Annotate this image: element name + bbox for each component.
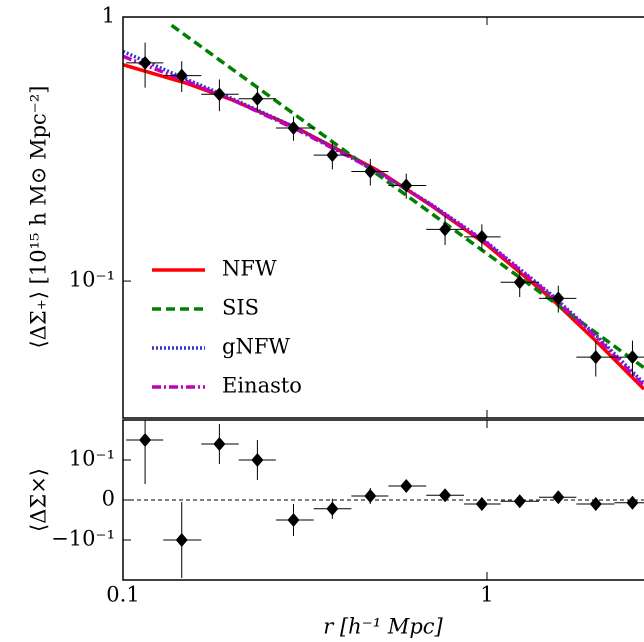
data-point [213,87,226,102]
data-point [400,178,413,193]
data-point [213,437,226,451]
data-point [251,453,264,467]
x-axis-label: r [h⁻¹ Mpc] [323,615,443,639]
top-frame [122,16,644,419]
model-line [123,49,644,385]
y-tick-label: 10⁻¹ [69,447,115,471]
x-tick-label: 0.1 [106,583,139,607]
top-plot-area [123,23,644,391]
x-tick-label: 1 [480,583,493,607]
data-point [439,222,452,237]
legend-label: SIS [222,296,259,320]
data-point [139,433,152,447]
data-point [589,350,602,365]
data-point [175,533,188,547]
y-axis-label: ⟨ΔΣ×⟩ [27,468,51,532]
data-point [552,291,565,306]
data-point [175,68,188,83]
data-point [287,513,300,527]
data-point [326,148,339,163]
model-line [123,54,644,388]
data-point [589,497,602,511]
y-tick-label: −10⁻¹ [51,527,115,551]
data-point [364,489,377,503]
data-point [513,494,526,509]
y-tick-label: 1 [102,4,115,28]
model-line [123,63,644,391]
y-axis-label: ⟨ΔΣ₊⟩ [10¹⁵ h M⊙ Mpc⁻²] [27,86,51,349]
data-point [326,501,339,516]
data-point [626,495,639,510]
bottom-plot-area [123,420,644,578]
legend-label: NFW [222,257,277,281]
legend-label: Einasto [222,374,302,398]
data-point [364,164,377,179]
data-point [287,120,300,135]
bottom-frame [122,419,644,581]
y-tick-label: 10⁻¹ [69,268,115,292]
data-point [475,497,488,511]
y-tick-label: 0 [102,487,115,511]
data-point [439,488,452,503]
data-point [626,350,639,365]
axes: 1 10⁻¹ NFW SIS gNFW Einasto 10⁻¹ 0 −10⁻¹ 0.1 1 [51,4,494,607]
data-point [139,55,152,70]
legend-label: gNFW [222,335,290,359]
data-point [513,275,526,290]
data-point [400,479,413,493]
data-point [552,490,565,505]
data-point [251,91,264,106]
data-point [475,229,488,244]
